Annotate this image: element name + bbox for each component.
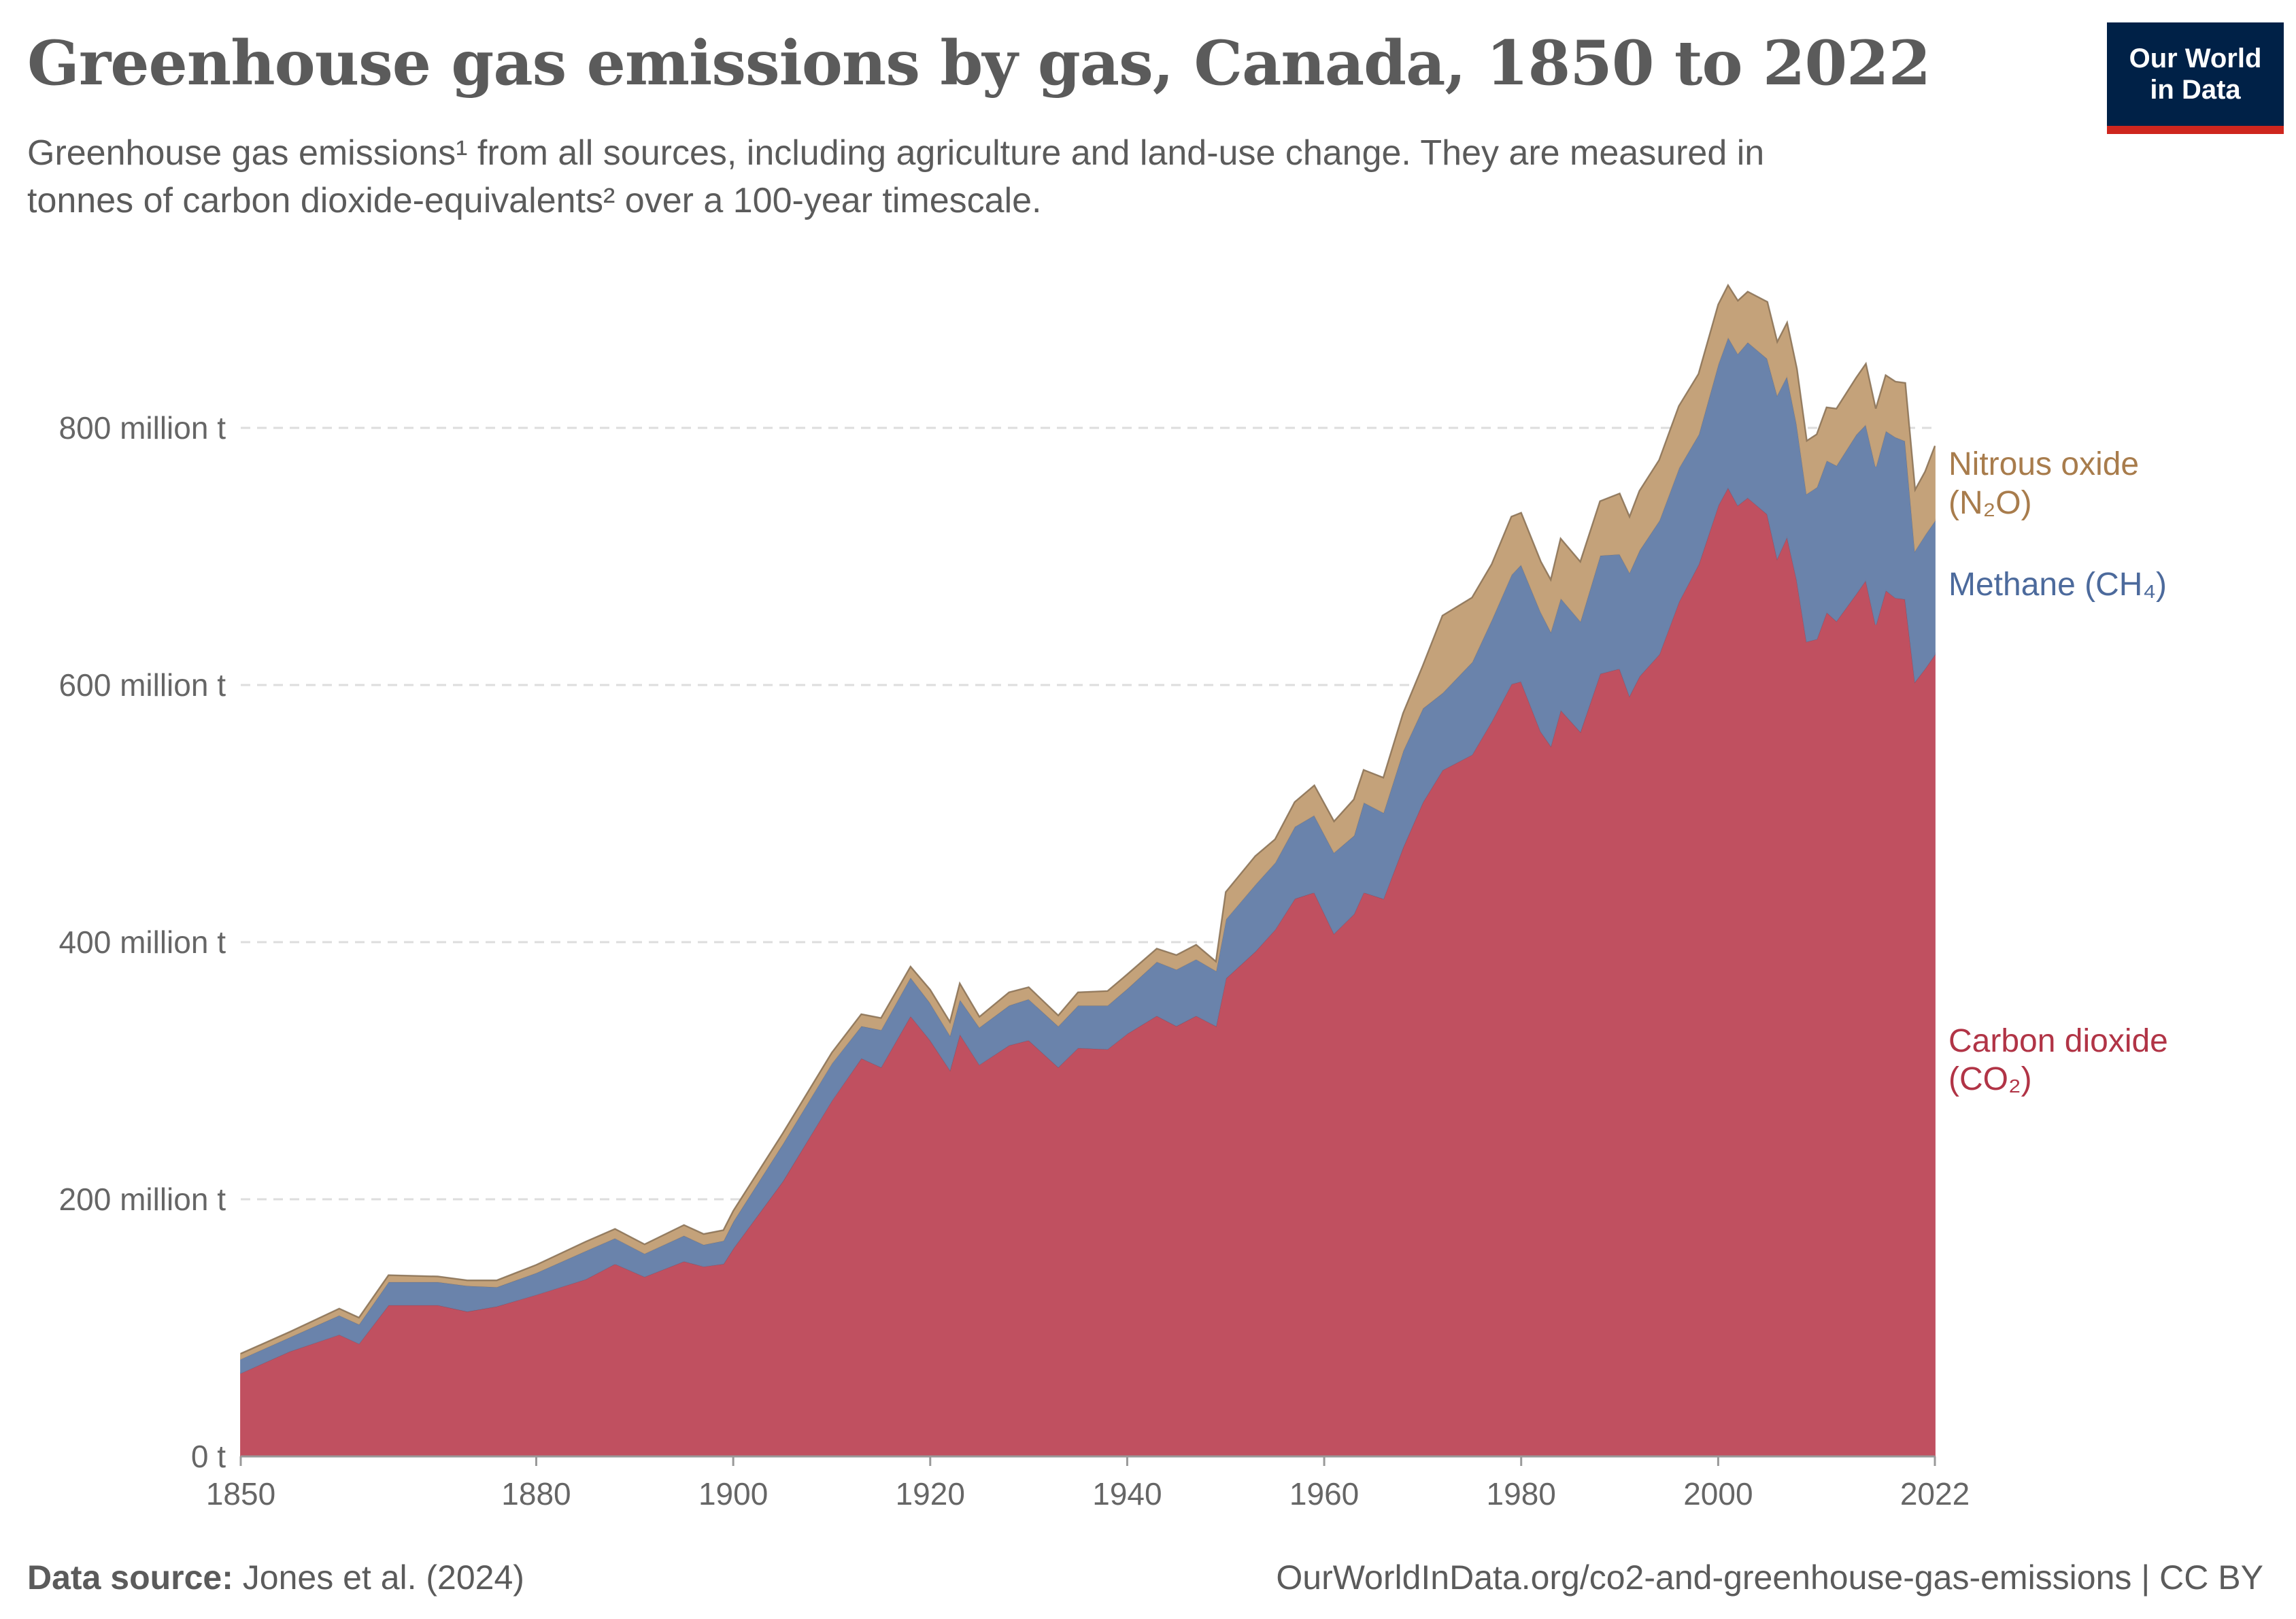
label-methane: Methane (CH₄) — [1948, 567, 2167, 603]
x-tick-label: 1880 — [501, 1476, 571, 1512]
x-tick-label: 1940 — [1092, 1476, 1162, 1512]
y-tick-label: 200 million t — [59, 1182, 226, 1217]
x-tick-label: 2022 — [1900, 1476, 1970, 1512]
logo-line-2: in Data — [2150, 75, 2241, 105]
series-labels: Carbon dioxide(CO₂) Methane (CH₄) Nitrous … — [1948, 446, 2168, 1097]
y-tick-label: 800 million t — [59, 410, 226, 446]
y-tick-label: 400 million t — [59, 924, 226, 960]
label-carbon-dioxide-line-2: (CO₂) — [1948, 1061, 2032, 1097]
logo-line-1: Our World — [2129, 44, 2262, 73]
area-nitrous-oxide-edge — [240, 283, 1936, 1354]
y-tick-label: 0 t — [191, 1439, 226, 1474]
chart-title: Greenhouse gas emissions by gas, Canada,… — [27, 27, 1931, 99]
axes: 0 t 200 million t 400 million t 600 million… — [59, 410, 1970, 1512]
label-nitrous-oxide-line-2: (N₂O) — [1948, 485, 2032, 521]
x-tick-label: 1980 — [1487, 1476, 1556, 1512]
data-source-text: Jones et al. (2024) — [242, 1558, 524, 1597]
area-nitrous-oxide — [240, 284, 1936, 1360]
chart-subtitle: Greenhouse gas emissions¹ from all sourc… — [27, 129, 1999, 224]
y-tick-label: 600 million t — [59, 667, 226, 703]
area-carbon-dioxide — [240, 485, 1936, 1457]
label-carbon-dioxide: Carbon dioxide — [1948, 1023, 2168, 1059]
x-tick-label: 1850 — [206, 1476, 275, 1512]
data-source-label: Data source: — [27, 1558, 233, 1597]
label-nitrous-oxide: Nitrous oxide — [1948, 446, 2139, 482]
x-tick-label: 1900 — [698, 1476, 768, 1512]
stacked-areas — [240, 283, 1936, 1457]
x-tick-label: 1960 — [1289, 1476, 1359, 1512]
x-tick-label: 2000 — [1683, 1476, 1753, 1512]
x-tick-label: 1920 — [896, 1476, 965, 1512]
data-source: Data source: Jones et al. (2024) — [27, 1558, 524, 1597]
subtitle-line-1: Greenhouse gas emissions¹ from all sourc… — [27, 133, 1765, 173]
subtitle-line-2: tonnes of carbon dioxide-equivalents² ov… — [27, 181, 1042, 220]
owid-logo[interactable]: Our World in Data — [2107, 22, 2284, 134]
url-license[interactable]: OurWorldInData.org/co2-and-greenhouse-ga… — [1276, 1558, 2263, 1597]
